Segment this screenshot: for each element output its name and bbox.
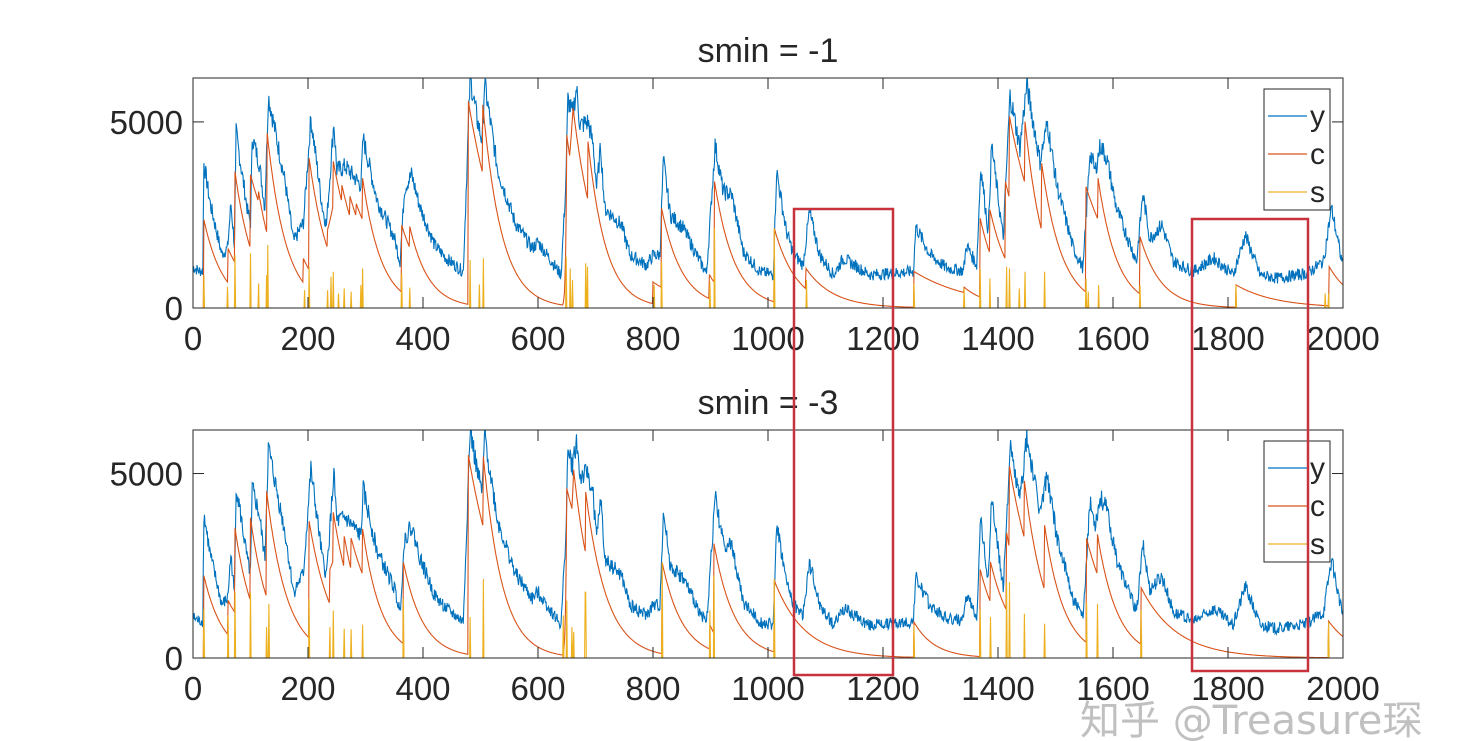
subplot-1: smin = -1 0 200 400 600 800 1000 1200 1400 1600 18…	[110, 32, 1380, 357]
y-tick-label: 5000	[110, 104, 183, 141]
series-line-s	[193, 562, 1343, 658]
legend: ycs	[1263, 440, 1331, 563]
legend-label-c: c	[1310, 490, 1325, 523]
x-tick-label: 1400	[961, 670, 1034, 707]
series-line-y	[193, 430, 1343, 636]
x-tick-label: 800	[625, 320, 680, 357]
plot-area	[193, 430, 1343, 658]
x-tick-label: 1000	[731, 670, 804, 707]
x-tick-label: 1600	[1076, 320, 1149, 357]
series-line-y	[193, 78, 1343, 284]
x-tick-label: 200	[280, 320, 335, 357]
x-tick-label: 400	[395, 670, 450, 707]
legend-label-y: y	[1310, 100, 1325, 133]
y-tick-label: 5000	[110, 456, 183, 493]
x-tick-label: 600	[510, 670, 565, 707]
y-tick-label: 0	[165, 640, 183, 677]
legend-box	[1263, 88, 1331, 211]
x-tick-label: 600	[510, 320, 565, 357]
legend-label-y: y	[1310, 452, 1325, 485]
chart-title: smin = -3	[698, 384, 839, 422]
x-tick-label: 1600	[1076, 670, 1149, 707]
subplot-2: smin = -30 200 400 600 800 1000 1200 1400 1600 18…	[110, 384, 1380, 707]
x-tick-label: 400	[395, 320, 450, 357]
x-tick-label: 0	[184, 320, 202, 357]
chart-title: smin = -1	[698, 32, 839, 70]
plot-area	[193, 78, 1343, 308]
legend-label-s: s	[1310, 528, 1325, 561]
x-tick-label: 800	[625, 670, 680, 707]
legend: ycs	[1263, 88, 1331, 211]
x-tick-label: 1000	[731, 320, 804, 357]
legend-label-s: s	[1310, 176, 1325, 209]
x-tick-label: 1400	[961, 320, 1034, 357]
x-tick-label: 200	[280, 670, 335, 707]
x-tick-label: 2000	[1306, 320, 1379, 357]
x-tick-label: 1800	[1191, 320, 1264, 357]
series-line-c	[193, 101, 1343, 308]
highlight-box	[792, 207, 895, 677]
y-tick-label: 0	[165, 290, 183, 327]
legend-box	[1263, 440, 1331, 563]
x-tick-label: 0	[184, 670, 202, 707]
watermark: 知乎 @Treasure琛	[1080, 698, 1423, 741]
x-tick-label: 1800	[1191, 670, 1264, 707]
x-tick-label: 2000	[1306, 670, 1379, 707]
legend-label-c: c	[1310, 138, 1325, 171]
highlight-box	[1190, 217, 1310, 673]
x-tick-label: 1200	[846, 320, 919, 357]
